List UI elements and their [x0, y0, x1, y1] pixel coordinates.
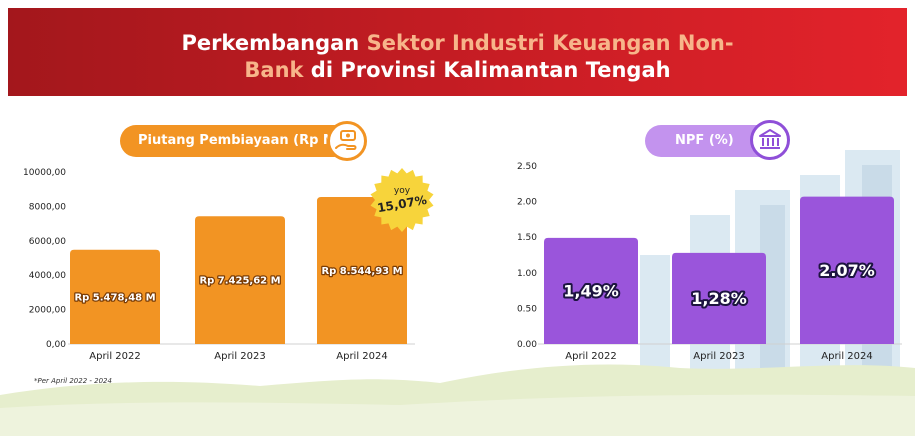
title-highlight2: Bank: [244, 58, 304, 82]
x-tick-label: April 2024: [336, 351, 387, 362]
y-tick-label: 2000,00: [29, 306, 66, 316]
y-tick-label: 10000,00: [23, 168, 66, 178]
yoy-badge: [370, 168, 434, 232]
page-title: Perkembangan Sektor Industri Keuangan No…: [8, 30, 907, 84]
data-label-outline: Rp 5.478,48 M: [74, 292, 155, 303]
title-part1: Perkembangan: [181, 31, 367, 55]
x-tick-label: April 2022: [565, 351, 616, 362]
y-tick-label: 0,00: [46, 340, 66, 350]
data-label-outline: Rp 7.425,62 M: [199, 276, 280, 287]
y-tick-label: 6000,00: [29, 237, 66, 247]
x-tick-label: April 2022: [89, 351, 140, 362]
bar: [800, 196, 894, 344]
data-label: Rp 7.425,62 M: [199, 276, 280, 287]
right-chart-label: NPF (%): [675, 133, 734, 148]
bar: [317, 197, 407, 344]
title-highlight1: Sektor Industri Keuangan Non-: [366, 31, 734, 55]
y-tick-label: 2.00: [517, 198, 537, 208]
data-label-outline: 1,49%: [563, 282, 619, 301]
y-tick-label: 4000,00: [29, 271, 66, 281]
footnote: *Per April 2022 - 2024: [34, 377, 112, 385]
y-tick-label: 0.00: [517, 340, 537, 350]
y-tick-label: 1.00: [517, 269, 537, 279]
data-label: Rp 5.478,48 M: [74, 292, 155, 303]
bar: [672, 252, 766, 344]
data-label: 1,28%: [691, 289, 747, 308]
x-tick-label: April 2023: [214, 351, 265, 362]
bar: [70, 249, 160, 344]
bar: [544, 237, 638, 344]
data-label: Rp 8.544,93 M: [321, 266, 402, 277]
yoy-badge-title: yoy: [394, 186, 411, 196]
y-tick-label: 1.50: [517, 233, 537, 243]
data-label-outline: 2.07%: [819, 261, 875, 280]
data-label-outline: Rp 8.544,93 M: [321, 266, 402, 277]
data-label-outline: 1,28%: [691, 289, 747, 308]
left-chart-label-pill: Piutang Pembiayaan (Rp M): [120, 125, 350, 157]
header-banner: Perkembangan Sektor Industri Keuangan No…: [8, 8, 907, 96]
y-tick-label: 8000,00: [29, 202, 66, 212]
x-tick-label: April 2024: [821, 351, 872, 362]
data-label: 1,49%: [563, 282, 619, 301]
data-label: 2.07%: [819, 261, 875, 280]
left-chart-label: Piutang Pembiayaan (Rp M): [138, 133, 342, 148]
y-tick-label: 2.50: [517, 162, 537, 172]
x-tick-label: April 2023: [693, 351, 744, 362]
bank-building-icon: [750, 120, 790, 160]
money-hand-icon: [327, 121, 367, 161]
y-tick-label: 0.50: [517, 304, 537, 314]
bar: [195, 216, 285, 344]
title-part2: di Provinsi Kalimantan Tengah: [303, 58, 671, 82]
